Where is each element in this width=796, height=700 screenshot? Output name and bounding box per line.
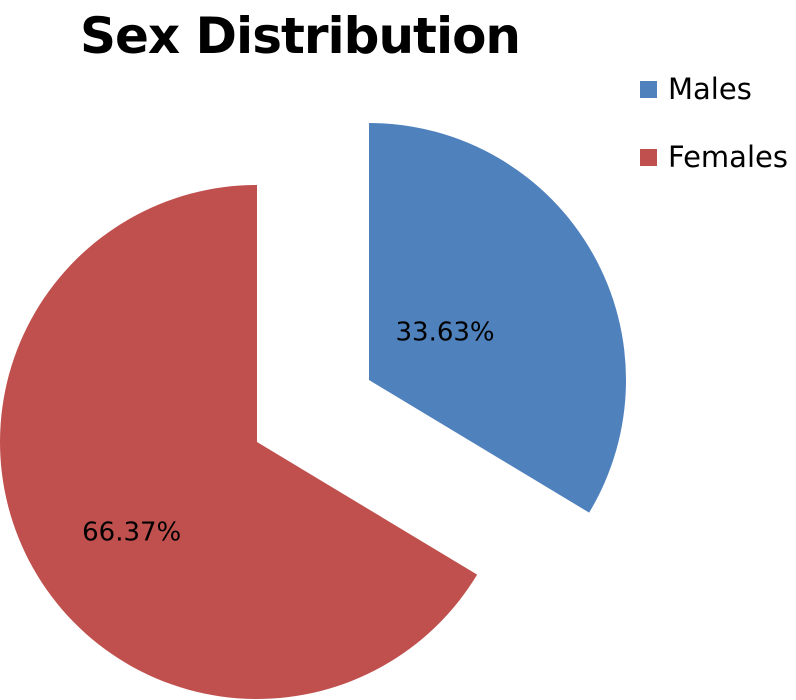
legend-item-males: Males xyxy=(640,68,788,110)
legend-label-females: Females xyxy=(668,140,788,174)
data-label-males: 33.63% xyxy=(396,318,495,348)
legend-swatch-females xyxy=(640,148,657,166)
legend-label-males: Males xyxy=(668,72,752,106)
legend-swatch-males xyxy=(640,80,657,98)
chart-title: Sex Distribution xyxy=(79,7,521,65)
data-label-females: 66.37% xyxy=(82,517,181,547)
legend: Males Females xyxy=(640,68,788,204)
legend-item-females: Females xyxy=(640,136,788,178)
pie-slice-females xyxy=(0,185,478,699)
pie-slice-males xyxy=(369,123,627,513)
